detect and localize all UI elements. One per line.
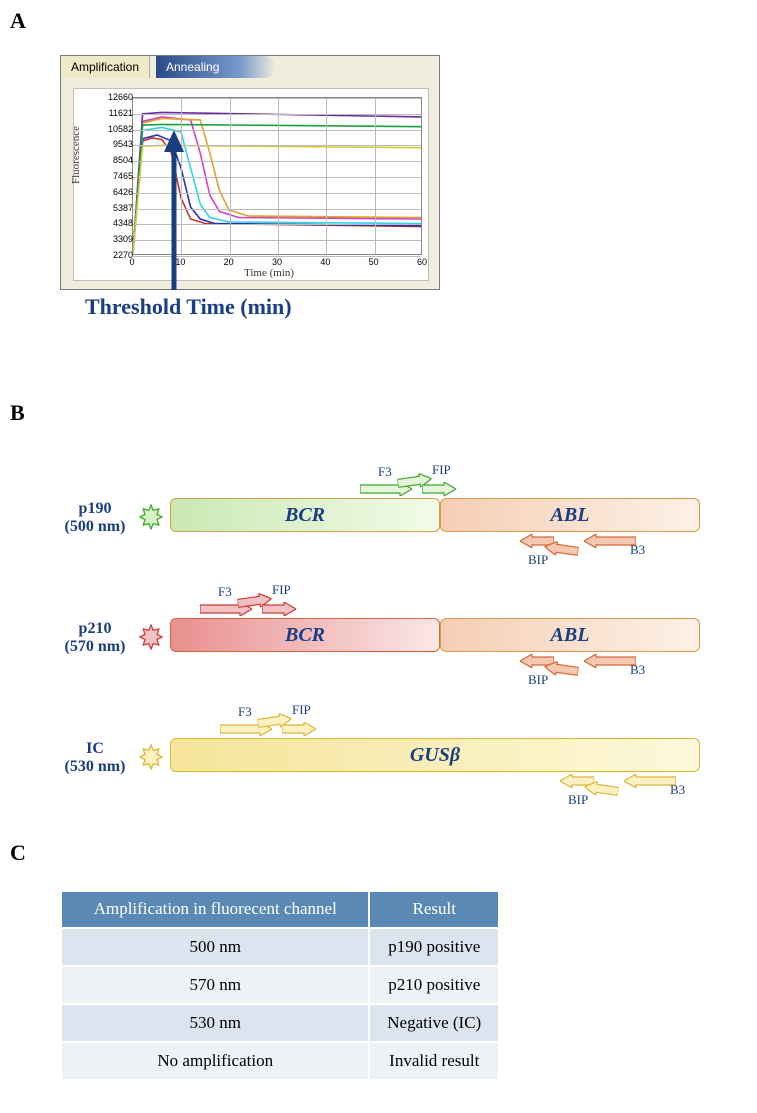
y-tick-label: 10582 <box>83 124 133 134</box>
y-tick-label: 6426 <box>83 187 133 197</box>
star-icon <box>138 624 164 650</box>
row-label-line1: p210 <box>60 620 130 638</box>
row-label-line2: (500 nm) <box>60 518 130 536</box>
row-label-line1: IC <box>60 740 130 758</box>
table-row: 530 nmNegative (IC) <box>61 1004 499 1042</box>
x-tick-label: 60 <box>417 257 427 267</box>
y-tick-label: 12660 <box>83 92 133 102</box>
fip-label: FIP <box>292 702 311 718</box>
bip-label: BIP <box>568 792 588 808</box>
panel-label-b: B <box>10 400 25 426</box>
bip-arrow-icon-b <box>543 540 579 564</box>
gene-block-ABL: ABL <box>440 618 700 652</box>
b3-label: B3 <box>630 662 645 678</box>
bip-label: BIP <box>528 552 548 568</box>
row-label-p190: p190(500 nm) <box>60 500 130 535</box>
tab-annealing[interactable]: Annealing <box>156 56 276 78</box>
x-tick-label: 50 <box>369 257 379 267</box>
x-tick-label: 0 <box>129 257 134 267</box>
y-tick-label: 11621 <box>83 108 133 118</box>
row-label-line2: (570 nm) <box>60 638 130 656</box>
x-axis-label: Time (min) <box>244 267 294 279</box>
bip-label: BIP <box>528 672 548 688</box>
y-tick-label: 3309 <box>83 234 133 244</box>
y-tick-label: 4348 <box>83 218 133 228</box>
vgrid-line <box>326 98 327 254</box>
panel-label-a: A <box>10 8 26 34</box>
f3-label: F3 <box>238 704 252 720</box>
x-tick-label: 20 <box>224 257 234 267</box>
y-tick-label: 8504 <box>83 155 133 165</box>
chart-frame: Amplification Annealing Fluorescence Tim… <box>60 55 440 290</box>
star-icon <box>138 504 164 530</box>
cell-result: p210 positive <box>369 966 499 1004</box>
star-icon <box>138 744 164 770</box>
chart-tabs: Amplification Annealing <box>61 56 439 78</box>
bip-arrow-icon-b <box>583 780 619 804</box>
vgrid-line <box>278 98 279 254</box>
gene-block-BCR: BCR <box>170 618 440 652</box>
cell-channel: 530 nm <box>61 1004 369 1042</box>
vgrid-line <box>230 98 231 254</box>
plot-box: Fluorescence Time (min) 2270 3309 4348 5387… <box>73 88 429 281</box>
x-tick-label: 40 <box>320 257 330 267</box>
y-tick-label: 7465 <box>83 171 133 181</box>
fip-label: FIP <box>272 582 291 598</box>
y-tick-label: 5387 <box>83 203 133 213</box>
fip-arrow-icon-b <box>282 722 316 741</box>
table-header-channel: Amplification in fluorecent channel <box>61 891 369 928</box>
diagram-area: p190(500 nm)BCRABLF3FIPBIPB3p210(570 nm)… <box>60 460 700 820</box>
table-row: No amplificationInvalid result <box>61 1042 499 1080</box>
table-row: 570 nmp210 positive <box>61 966 499 1004</box>
cell-result: Negative (IC) <box>369 1004 499 1042</box>
y-tick-label: 2270 <box>83 250 133 260</box>
fip-arrow-icon-b <box>422 482 456 501</box>
tab-amplification[interactable]: Amplification <box>61 56 150 78</box>
row-label-IC: IC(530 nm) <box>60 740 130 775</box>
table-row: 500 nmp190 positive <box>61 928 499 966</box>
b3-arrow-icon <box>584 534 636 553</box>
cell-channel: 570 nm <box>61 966 369 1004</box>
gene-block-ABL: ABL <box>440 498 700 532</box>
cell-channel: 500 nm <box>61 928 369 966</box>
row-label-line1: p190 <box>60 500 130 518</box>
bip-arrow-icon-b <box>543 660 579 684</box>
f3-label: F3 <box>218 584 232 600</box>
gene-block-BCR: BCR <box>170 498 440 532</box>
gene-row-p210: p210(570 nm) BCRABL F3 FIP BIP B3 <box>60 580 700 690</box>
cell-result: p190 positive <box>369 928 499 966</box>
cell-result: Invalid result <box>369 1042 499 1080</box>
b3-arrow-icon <box>584 654 636 673</box>
vgrid-line <box>375 98 376 254</box>
cell-channel: No amplification <box>61 1042 369 1080</box>
y-axis-label: Fluorescence <box>70 126 82 184</box>
table-header-result: Result <box>369 891 499 928</box>
panel-label-c: C <box>10 840 26 866</box>
row-label-line2: (530 nm) <box>60 758 130 776</box>
fip-arrow-icon-b <box>262 602 296 621</box>
y-tick-label: 9543 <box>83 139 133 149</box>
gene-row-IC: IC(530 nm) GUSβ F3 FIP BIP B3 <box>60 700 700 810</box>
b3-label: B3 <box>670 782 685 798</box>
hgrid-line <box>133 114 421 115</box>
fip-label: FIP <box>432 462 451 478</box>
result-table: Amplification in fluorecent channel Resu… <box>60 890 500 1081</box>
b3-label: B3 <box>630 542 645 558</box>
gene-block-GUSβ: GUSβ <box>170 738 700 772</box>
gene-row-p190: p190(500 nm) BCRABL F3 FIP BIP B3 <box>60 460 700 570</box>
row-label-p210: p210(570 nm) <box>60 620 130 655</box>
x-tick-label: 30 <box>272 257 282 267</box>
threshold-arrow-icon <box>154 130 194 290</box>
threshold-label: Threshold Time (min) <box>85 294 292 320</box>
b3-arrow-icon <box>624 774 676 793</box>
f3-label: F3 <box>378 464 392 480</box>
hgrid-line <box>133 98 421 99</box>
